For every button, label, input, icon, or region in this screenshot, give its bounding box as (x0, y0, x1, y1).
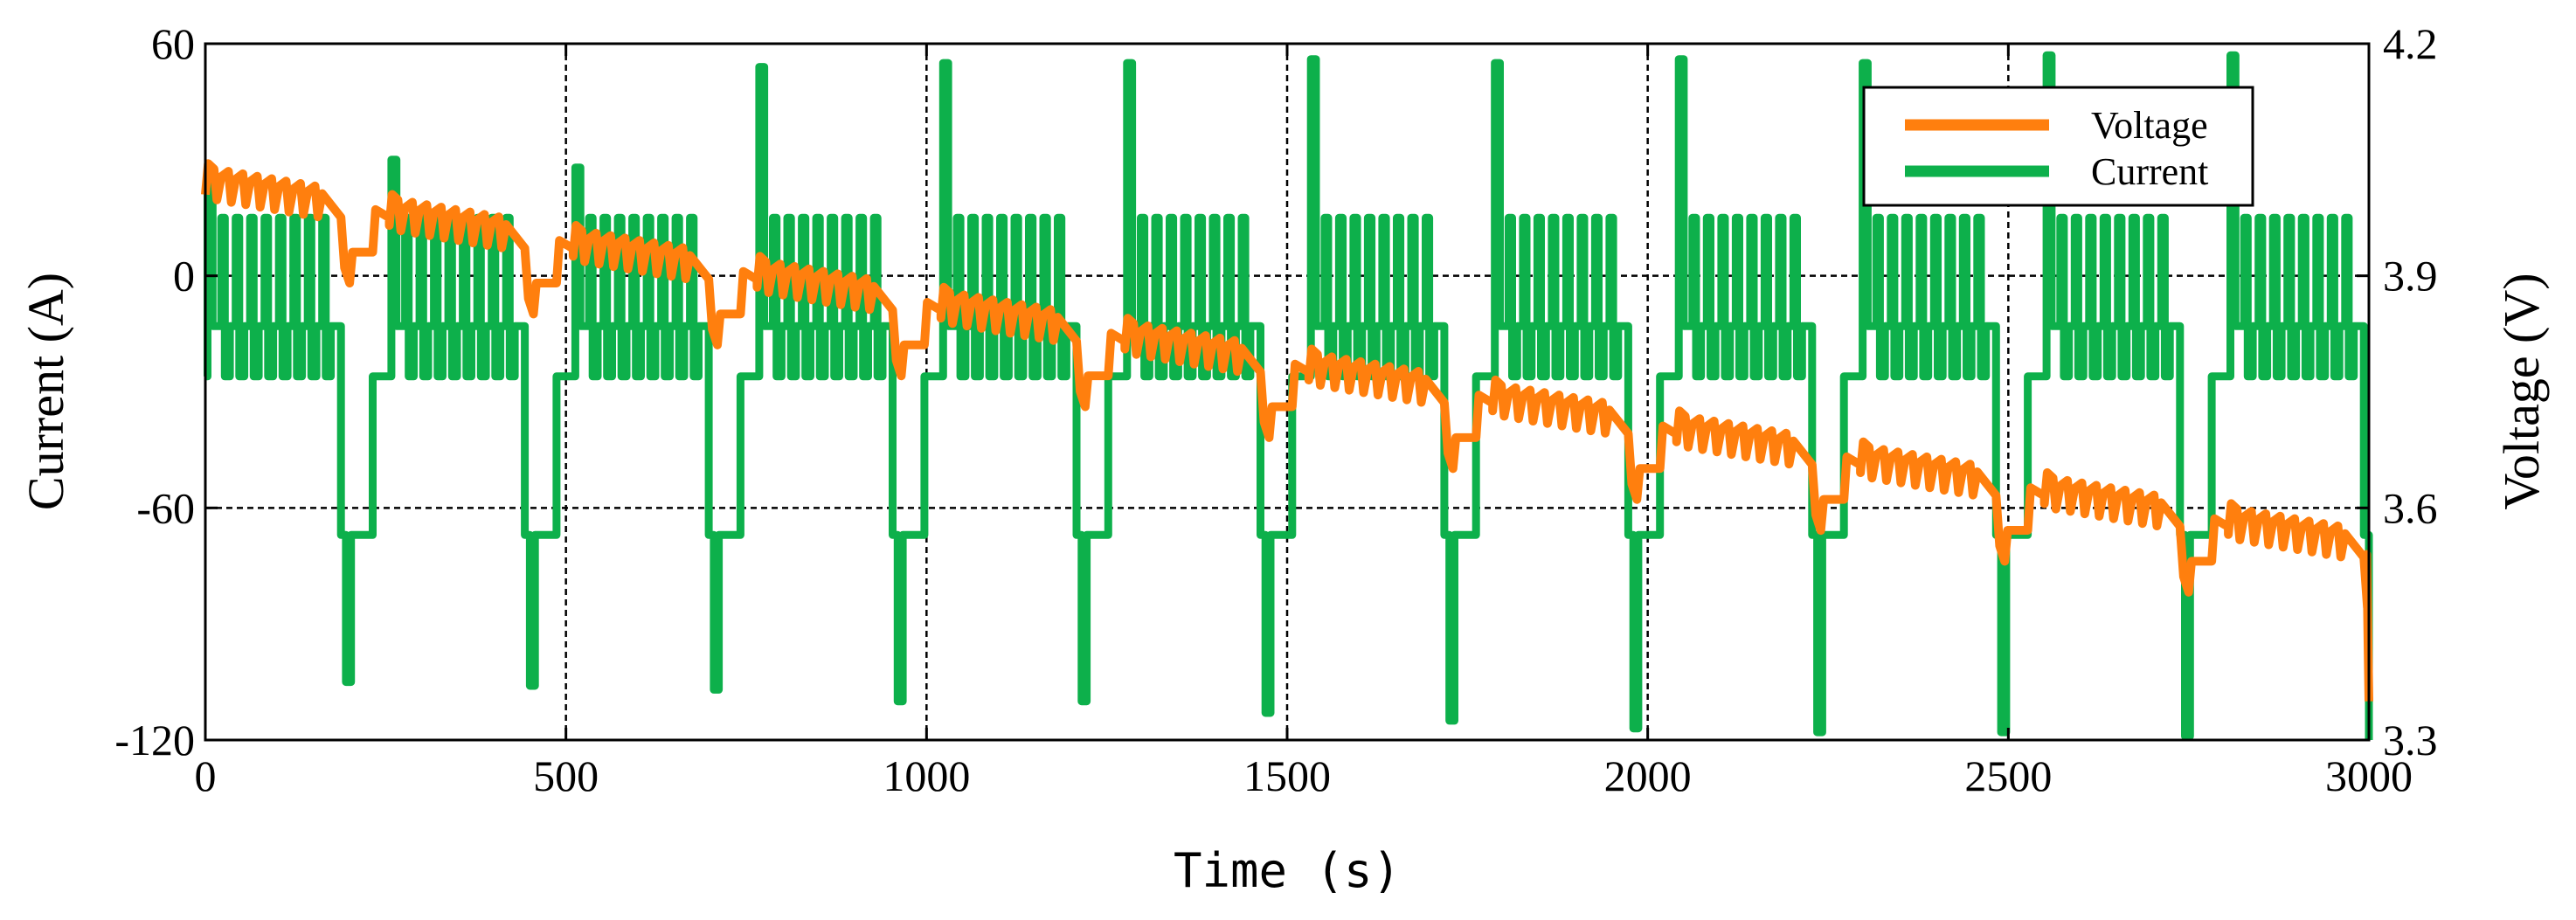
tick-labels: 0 500 1000 1500 2000 2500 3000 60 0 -60 -120 4.2 3.9… (114, 19, 2437, 800)
left-y-tick-label: 60 (151, 19, 195, 68)
x-tick-label: 1000 (883, 751, 970, 800)
current-series-line (204, 51, 2373, 741)
tick-marks (204, 42, 2371, 742)
legend-box (1862, 86, 2254, 207)
x-tick-label: 2000 (1604, 751, 1692, 800)
left-y-axis-title: Current (A) (17, 273, 74, 510)
legend-current-label: Current (2091, 150, 2208, 193)
voltage-series-line (201, 159, 2373, 702)
right-y-tick-label: 3.3 (2383, 716, 2438, 764)
right-y-tick-label: 4.2 (2383, 19, 2438, 68)
right-y-tick-label: 3.6 (2383, 483, 2438, 532)
x-tick-label: 3000 (2325, 751, 2413, 800)
left-y-tick-label: -120 (114, 716, 195, 764)
legend-voltage-label: Voltage (2091, 104, 2208, 147)
left-y-tick-label: -60 (136, 483, 195, 532)
left-y-tick-label: 0 (173, 252, 195, 301)
x-tick-label: 2500 (1964, 751, 2052, 800)
x-tick-label: 500 (533, 751, 599, 800)
x-tick-label: 1500 (1243, 751, 1331, 800)
x-axis-title: Time (s) (1174, 843, 1401, 898)
right-y-axis-title: Voltage (V) (2493, 273, 2550, 509)
right-y-tick-label: 3.9 (2383, 252, 2438, 301)
legend: Voltage Current (1862, 86, 2254, 207)
x-tick-label: 0 (195, 751, 217, 800)
series-layer (201, 51, 2373, 741)
